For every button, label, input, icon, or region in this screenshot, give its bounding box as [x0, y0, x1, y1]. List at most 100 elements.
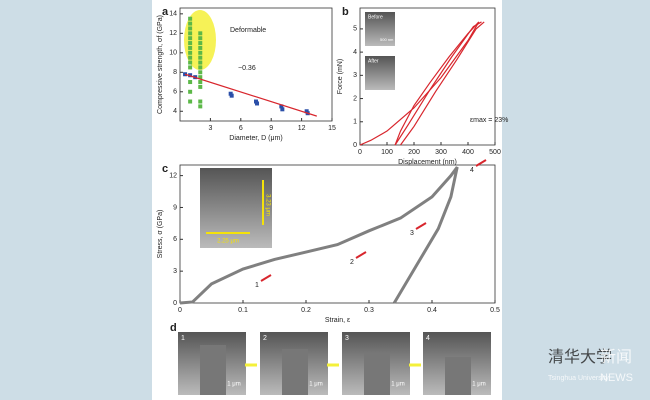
curve	[394, 21, 482, 146]
x-tick-label: 200	[408, 149, 420, 156]
point	[188, 26, 193, 31]
point	[198, 31, 203, 36]
y-tick-label: 0	[353, 142, 357, 149]
dimension: 2.25 μm	[217, 239, 239, 245]
scale-bar: 1 μm	[227, 382, 240, 388]
y-tick-label: 2	[353, 95, 357, 102]
curve	[400, 21, 485, 146]
x-tick-label: 400	[462, 149, 474, 156]
panel-label: a	[162, 6, 169, 18]
pillar	[445, 357, 471, 395]
pillar	[282, 349, 308, 395]
x-tick-label: 9	[269, 125, 273, 132]
arrow	[355, 251, 367, 259]
point	[188, 36, 193, 41]
watermark-logo: 清华大学	[548, 348, 612, 366]
arrow	[415, 222, 427, 230]
frame-label: 1	[181, 335, 185, 342]
y-axis-label: Compressive strength, σf (GPa)	[157, 15, 164, 114]
x-tick-label: 0	[358, 149, 362, 156]
plot-frame	[359, 7, 496, 146]
y-tick-label: 10	[169, 50, 177, 57]
point	[198, 80, 203, 85]
inset	[365, 56, 395, 90]
annotation: 3	[410, 230, 414, 237]
point	[188, 31, 193, 36]
x-tick-label: 0.3	[364, 307, 374, 314]
point	[198, 60, 203, 65]
dimension: 3.23 μm	[264, 194, 270, 216]
curve	[179, 166, 459, 305]
point	[198, 70, 203, 75]
point	[188, 80, 193, 85]
y-tick-label: 12	[169, 172, 177, 179]
plot-frame	[179, 7, 333, 122]
point	[198, 65, 203, 70]
arrow	[475, 159, 487, 167]
point	[255, 101, 260, 106]
annotation: −0.36	[238, 65, 256, 72]
x-tick-label: 300	[435, 149, 447, 156]
watermark-sub: Tsinghua University	[548, 375, 609, 382]
x-tick-label: 0.1	[238, 307, 248, 314]
x-tick-label: 3	[208, 125, 212, 132]
point	[198, 41, 203, 46]
y-tick-label: 12	[169, 30, 177, 37]
x-tick-label: 500	[489, 149, 501, 156]
y-axis-label: Stress, σ (GPa)	[157, 210, 164, 259]
point	[188, 16, 193, 21]
y-tick-label: 1	[353, 119, 357, 126]
point	[188, 21, 193, 26]
watermark-news: 新闻	[600, 348, 632, 366]
x-axis-label: Strain, ε	[325, 317, 350, 324]
inset-label: Before	[368, 14, 383, 20]
panel-label: d	[170, 322, 177, 334]
y-tick-label: 3	[173, 268, 177, 275]
panel-label: c	[162, 163, 168, 175]
point	[198, 84, 203, 89]
point	[188, 45, 193, 50]
point	[198, 55, 203, 60]
annotation: 1	[255, 282, 259, 289]
x-tick-label: 0.4	[427, 307, 437, 314]
point	[198, 75, 203, 80]
annotation: Deformable	[230, 27, 266, 34]
x-tick-label: 6	[239, 125, 243, 132]
plot-frame	[179, 164, 496, 304]
point	[188, 65, 193, 70]
point	[188, 89, 193, 94]
point	[279, 104, 284, 109]
inset-label: After	[368, 58, 379, 64]
y-tick-label: 3	[353, 72, 357, 79]
y-tick-label: 9	[173, 204, 177, 211]
annotation: 2	[350, 259, 354, 266]
x-tick-label: 12	[298, 125, 306, 132]
point	[188, 50, 193, 55]
point	[188, 55, 193, 60]
pillar	[200, 345, 226, 395]
curve	[359, 21, 480, 146]
scale-bar: 1 μm	[391, 382, 404, 388]
y-tick-label: 4	[353, 49, 357, 56]
frame-label: 4	[426, 335, 430, 342]
y-tick-label: 6	[173, 236, 177, 243]
annotation: 4	[470, 167, 474, 174]
y-tick-label: 6	[173, 89, 177, 96]
x-tick-label: 0.5	[490, 307, 500, 314]
y-axis-label: Force (mN)	[337, 59, 344, 94]
frame-label: 2	[263, 335, 267, 342]
panel-label: b	[342, 6, 349, 18]
x-axis-label: Diameter, D (μm)	[229, 135, 282, 142]
x-tick-label: 15	[328, 125, 336, 132]
frame-label: 3	[345, 335, 349, 342]
point	[198, 99, 203, 104]
x-axis-label: Displacement (nm)	[398, 159, 457, 166]
point	[229, 93, 234, 98]
point	[280, 107, 285, 112]
watermark-news-en: NEWS	[600, 372, 633, 384]
point	[188, 73, 193, 78]
point	[198, 36, 203, 41]
y-tick-label: 14	[169, 11, 177, 18]
x-tick-label: 0	[178, 307, 182, 314]
